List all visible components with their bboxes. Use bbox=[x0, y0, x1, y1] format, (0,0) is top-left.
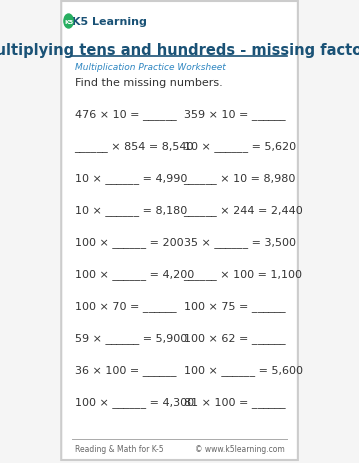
Text: 10 × ______ = 8,180: 10 × ______ = 8,180 bbox=[75, 205, 187, 216]
Text: 81 × 100 = ______: 81 × 100 = ______ bbox=[183, 397, 285, 407]
Text: 359 × 10 = ______: 359 × 10 = ______ bbox=[183, 109, 285, 120]
Text: K5: K5 bbox=[64, 19, 73, 25]
Text: K5 Learning: K5 Learning bbox=[72, 17, 147, 27]
Text: 10 × ______ = 4,990: 10 × ______ = 4,990 bbox=[75, 173, 187, 184]
Text: Multiplying tens and hundreds - missing factors: Multiplying tens and hundreds - missing … bbox=[0, 43, 359, 57]
Text: ______ × 854 = 8,540: ______ × 854 = 8,540 bbox=[75, 141, 194, 152]
Text: 100 × ______ = 200: 100 × ______ = 200 bbox=[75, 237, 183, 248]
Circle shape bbox=[64, 15, 73, 29]
Text: 100 × 62 = ______: 100 × 62 = ______ bbox=[183, 333, 285, 344]
Text: 10 × ______ = 5,620: 10 × ______ = 5,620 bbox=[183, 141, 296, 152]
Text: ______ × 100 = 1,100: ______ × 100 = 1,100 bbox=[183, 269, 303, 280]
Text: 35 × ______ = 3,500: 35 × ______ = 3,500 bbox=[183, 237, 295, 248]
Text: 100 × 75 = ______: 100 × 75 = ______ bbox=[183, 301, 285, 312]
Text: Multiplication Practice Worksheet: Multiplication Practice Worksheet bbox=[75, 63, 225, 72]
FancyBboxPatch shape bbox=[61, 2, 298, 460]
Text: 36 × 100 = ______: 36 × 100 = ______ bbox=[75, 365, 176, 375]
Text: Find the missing numbers.: Find the missing numbers. bbox=[75, 78, 222, 88]
Text: Reading & Math for K-5: Reading & Math for K-5 bbox=[75, 444, 163, 454]
Text: © www.k5learning.com: © www.k5learning.com bbox=[195, 444, 285, 454]
Text: 59 × ______ = 5,900: 59 × ______ = 5,900 bbox=[75, 333, 187, 344]
Text: 100 × ______ = 5,600: 100 × ______ = 5,600 bbox=[183, 365, 303, 375]
Text: ______ × 244 = 2,440: ______ × 244 = 2,440 bbox=[183, 205, 303, 216]
Text: 100 × ______ = 4,200: 100 × ______ = 4,200 bbox=[75, 269, 194, 280]
Text: ______ × 10 = 8,980: ______ × 10 = 8,980 bbox=[183, 173, 296, 184]
Text: 100 × 70 = ______: 100 × 70 = ______ bbox=[75, 301, 176, 312]
Text: 100 × ______ = 4,300: 100 × ______ = 4,300 bbox=[75, 397, 194, 407]
Text: 476 × 10 = ______: 476 × 10 = ______ bbox=[75, 109, 176, 120]
